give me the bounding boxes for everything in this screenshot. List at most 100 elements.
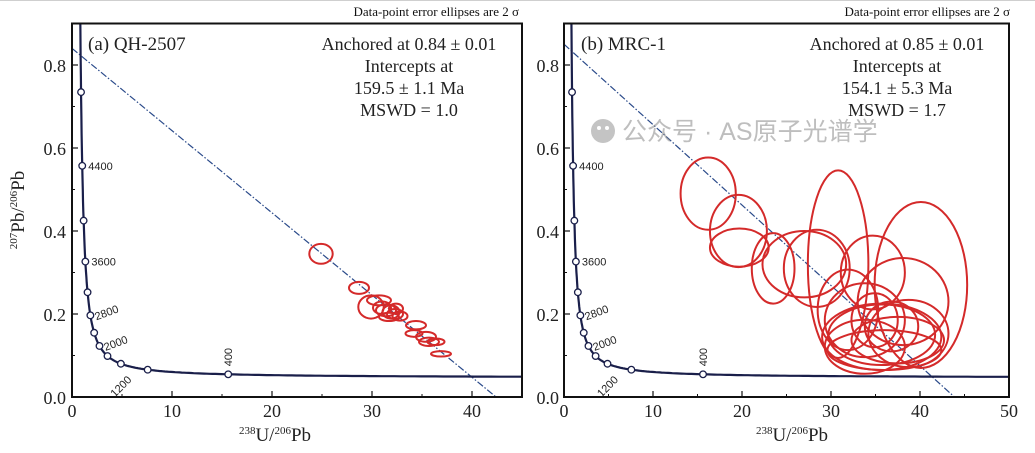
plot-area	[564, 23, 1009, 397]
y-tick-label: 0.4	[537, 222, 560, 242]
error-ellipse	[750, 232, 796, 305]
error-ellipse	[430, 350, 452, 358]
watermark: 公众号 · AS原子光谱学	[591, 118, 878, 146]
x-tick-label: 20	[733, 401, 751, 421]
error-ellipse	[391, 310, 409, 322]
y-tick-label: 0.6	[44, 139, 67, 159]
error-ellipse	[679, 156, 737, 231]
concordia-age-label: 4400	[88, 161, 112, 173]
concordia-age-label: 400	[698, 348, 710, 366]
concordia-marker-400	[699, 370, 707, 379]
panel-b-mswd-text: MSWD = 1.7	[848, 100, 946, 120]
error-ellipse	[850, 292, 899, 349]
wechat-icon	[591, 119, 615, 143]
error-ellipse	[405, 320, 427, 331]
panel-a-anchor-text: Anchored at 0.84 ± 0.01	[322, 34, 497, 54]
concordia-marker-4000	[570, 216, 579, 225]
y-tick-label: 0.0	[44, 388, 67, 408]
panel-b-header: Data-point error ellipses are 2 σ	[845, 4, 1010, 19]
concordia-marker-2400	[579, 328, 588, 337]
x-tick-label: 0	[560, 401, 569, 421]
plot-area	[72, 23, 522, 397]
y-tick-label: 0.2	[537, 305, 560, 325]
error-ellipse	[357, 294, 385, 320]
error-ellipse	[761, 230, 848, 299]
concordia-marker-3600	[81, 257, 90, 266]
concordia-marker-3600	[571, 257, 580, 266]
panel-a: Data-point error ellipses are 2 σ (a) QH…	[8, 4, 519, 446]
error-ellipse	[418, 336, 440, 347]
concordia-marker-1600	[103, 352, 112, 360]
concordia-age-label: 3600	[91, 257, 115, 269]
error-ellipse	[708, 227, 770, 268]
concordia-marker-1200	[116, 359, 125, 368]
panel-b: Data-point error ellipses are 2 σ (b) MR…	[581, 4, 1010, 446]
y-tick-label: 0.4	[44, 222, 67, 242]
error-ellipse	[378, 311, 400, 323]
concordia-marker-4000	[79, 216, 88, 225]
concordia-marker-3200	[573, 288, 582, 297]
concordia-marker-1600	[591, 352, 600, 360]
error-ellipse	[388, 302, 404, 315]
panel-a-mswd-text: MSWD = 1.0	[360, 100, 458, 120]
x-tick-label: 50	[1000, 401, 1018, 421]
panel-b-age-text: 154.1 ± 5.3 Ma	[842, 78, 952, 98]
concordia-age-label: 2800	[583, 303, 610, 323]
concordia-age-label: 2000	[591, 334, 618, 354]
x-tick-label: 40	[911, 401, 929, 421]
error-ellipse	[404, 329, 424, 338]
error-ellipse	[308, 242, 334, 265]
concordia-age-label: 3600	[582, 257, 606, 269]
x-tick-label: 30	[363, 401, 381, 421]
concordia-marker-2400	[90, 328, 99, 337]
x-tick-label: 20	[263, 401, 281, 421]
x-tick-label: 40	[463, 401, 481, 421]
concordia-age-label: 400	[223, 348, 235, 366]
error-ellipse	[415, 330, 437, 343]
concordia-marker-4800	[77, 88, 85, 97]
concordia-curve	[79, 23, 522, 378]
error-ellipse	[708, 193, 768, 269]
error-ellipse	[426, 337, 446, 347]
y-tick-label: 0.0	[537, 388, 560, 408]
panel-a-xlabel: 238U/206Pb	[239, 425, 311, 446]
concordia-marker-400	[224, 370, 233, 379]
concordia-marker-4400	[78, 161, 87, 170]
discordia-line	[564, 43, 955, 397]
y-tick-label: 0.6	[537, 139, 560, 159]
plot-frame	[71, 22, 523, 398]
concordia-marker-3200	[83, 288, 92, 297]
y-tick-label: 0.8	[537, 56, 560, 76]
panel-a-header: Data-point error ellipses are 2 σ	[354, 4, 519, 19]
y-tick-label: 0.2	[44, 305, 67, 325]
concordia-marker-2800	[86, 311, 95, 320]
watermark-text: 公众号 · AS原子光谱学	[622, 118, 878, 146]
panel-b-intercepts-text: Intercepts at	[853, 56, 941, 76]
concordia-marker-1200	[603, 359, 612, 368]
concordia-marker-800	[143, 365, 152, 374]
concordia-marker-4400	[569, 161, 578, 170]
concordia-marker-2000	[584, 342, 593, 350]
x-tick-label: 0	[68, 401, 77, 421]
concordia-marker-2000	[95, 342, 104, 350]
panel-a-age-text: 159.5 ± 1.1 Ma	[354, 78, 464, 98]
x-tick-label: 10	[163, 401, 181, 421]
error-ellipse	[806, 169, 870, 359]
concordia-marker-4800	[568, 88, 576, 97]
y-tick-label: 0.8	[44, 56, 67, 76]
discordia-line	[72, 47, 497, 397]
panel-b-label: (b) MRC-1	[581, 34, 666, 55]
concordia-marker-800	[627, 365, 636, 374]
error-ellipse	[867, 298, 950, 369]
error-ellipse	[348, 280, 370, 295]
concordia-curve	[570, 23, 1009, 378]
panel-b-anchor-text: Anchored at 0.85 ± 0.01	[810, 34, 985, 54]
concordia-marker-2800	[576, 311, 585, 320]
x-tick-label: 10	[644, 401, 662, 421]
panel-a-ylabel: 207Pb/206Pb	[8, 171, 29, 249]
x-tick-label: 30	[822, 401, 840, 421]
panel-a-intercepts-text: Intercepts at	[365, 56, 453, 76]
concordia-age-label: 2000	[102, 334, 129, 354]
